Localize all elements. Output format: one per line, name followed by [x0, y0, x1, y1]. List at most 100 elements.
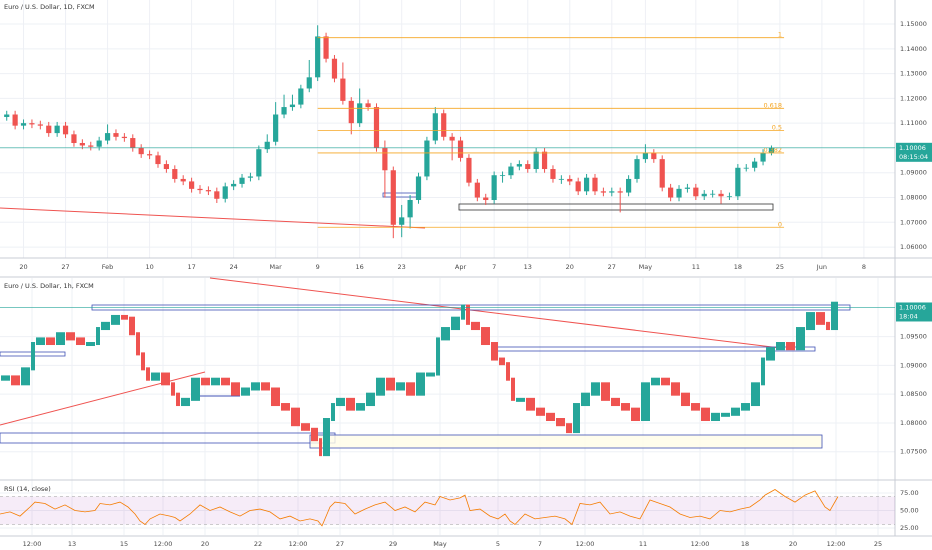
- fib-label: 0.382: [763, 146, 782, 154]
- x-tick-label: 20: [201, 540, 209, 548]
- y-tick-label: 75.00: [900, 489, 919, 497]
- price-bar: [261, 382, 270, 391]
- candle-body: [113, 133, 119, 137]
- price-bar: [251, 382, 260, 391]
- trend-line: [209, 277, 781, 349]
- candle-body: [600, 191, 606, 193]
- price-bar: [711, 412, 720, 422]
- candle-body: [54, 125, 60, 134]
- price-bar: [581, 392, 590, 407]
- x-tick-label: 7: [538, 540, 542, 548]
- candle-body: [457, 140, 464, 158]
- price-bar: [319, 438, 322, 457]
- candle-body: [155, 155, 161, 165]
- x-tick-label: 13: [68, 540, 76, 548]
- y-tick-label: 1.14000: [900, 45, 927, 53]
- candle-body: [281, 107, 287, 115]
- price-bar: [356, 403, 365, 411]
- x-tick-label: 12:00: [691, 540, 710, 548]
- candle-body: [172, 169, 178, 179]
- price-bar: [151, 372, 160, 381]
- y-tick-label: 1.08000: [900, 419, 927, 427]
- candle-body: [222, 186, 228, 199]
- x-tick-label: Apr: [455, 263, 467, 271]
- price-bar: [281, 403, 290, 411]
- fib-label: 1: [778, 31, 782, 39]
- price-bar: [66, 332, 75, 341]
- candle-body: [525, 164, 531, 170]
- price-bar: [591, 382, 600, 396]
- price-bar: [129, 316, 135, 336]
- candle-body: [441, 113, 447, 137]
- price-bar: [36, 337, 45, 346]
- candle-body: [466, 157, 472, 183]
- candle-body: [331, 58, 338, 79]
- candle-body: [575, 181, 581, 192]
- price-bar: [536, 407, 545, 416]
- price-bar: [386, 377, 395, 391]
- candle-body: [79, 143, 85, 146]
- price-bar: [461, 304, 465, 320]
- price-bar: [451, 316, 460, 331]
- price-bar: [681, 392, 690, 407]
- candle-body: [592, 177, 598, 192]
- price-bar: [301, 423, 310, 431]
- price-bar: [701, 407, 710, 422]
- price-bar: [201, 377, 210, 386]
- price-bar: [766, 347, 775, 361]
- rsi-band: [0, 496, 895, 525]
- price-bar: [86, 342, 95, 347]
- price-bar: [21, 367, 30, 386]
- price-bar: [171, 382, 175, 396]
- price-bar: [336, 397, 345, 407]
- candle-body: [121, 136, 127, 139]
- x-tick-label: 24: [229, 263, 237, 271]
- fib-label: 0.5: [772, 124, 782, 132]
- price-bar: [121, 314, 128, 320]
- x-tick-label: 23: [398, 263, 406, 271]
- y-tick-label: 1.13000: [900, 70, 927, 78]
- candle-body: [315, 36, 321, 78]
- price-bar: [31, 342, 35, 371]
- price-bar: [46, 337, 55, 346]
- candle-body: [264, 141, 270, 150]
- price-bar: [346, 397, 355, 411]
- candle-body: [180, 178, 186, 182]
- y-tick-label: 1.07500: [900, 448, 927, 456]
- candle-body: [726, 196, 733, 198]
- x-tick-label: 27: [608, 263, 616, 271]
- candle-body: [516, 164, 522, 167]
- x-tick-label: Jun: [816, 263, 827, 271]
- pane-title: Euro / U.S. Dollar, 1D, FXCM: [4, 3, 95, 11]
- candle-body: [365, 103, 371, 108]
- price-bar: [499, 357, 505, 366]
- candle-body: [37, 124, 43, 126]
- price-bar: [376, 377, 385, 396]
- fib-label: 0: [778, 220, 782, 228]
- y-tick-label: 25.00: [900, 524, 919, 532]
- price-bar: [311, 427, 318, 442]
- candle-body: [357, 103, 363, 124]
- candle-body: [62, 125, 69, 135]
- price-bar: [506, 362, 510, 381]
- x-tick-label: 15: [120, 540, 128, 548]
- price-bar: [731, 407, 740, 416]
- price-bar: [436, 337, 440, 376]
- countdown: 08:15:04: [899, 153, 928, 161]
- price-bar: [241, 387, 250, 396]
- price-bar: [826, 321, 830, 331]
- price-bar: [796, 327, 805, 351]
- x-tick-label: 20: [789, 540, 797, 548]
- y-tick-label: 1.12000: [900, 94, 927, 102]
- x-tick-label: 7: [492, 263, 496, 271]
- y-tick-label: 1.09000: [900, 361, 927, 369]
- x-tick-label: 12:00: [827, 540, 846, 548]
- candle-body: [424, 140, 430, 177]
- last-price-label: 1.10006: [899, 303, 926, 311]
- price-bar: [776, 342, 785, 351]
- candle-body: [29, 123, 35, 125]
- candle-body: [474, 182, 480, 198]
- candle-body: [668, 187, 674, 198]
- candle-body: [323, 36, 329, 59]
- candle-body: [163, 164, 169, 170]
